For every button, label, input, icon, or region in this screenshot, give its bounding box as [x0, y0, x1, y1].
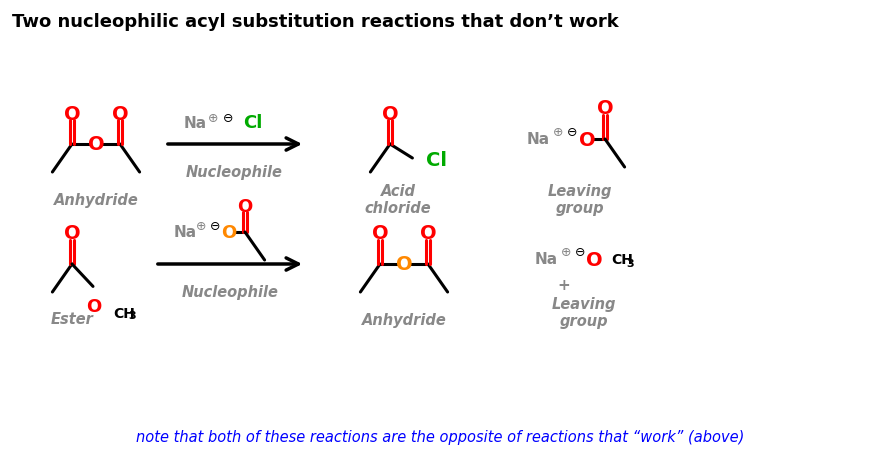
Text: ⊕: ⊕: [195, 220, 206, 233]
Text: O: O: [586, 250, 602, 269]
Text: O: O: [63, 224, 80, 243]
Text: O: O: [63, 104, 80, 123]
Text: Na: Na: [183, 115, 207, 130]
Text: ⊖: ⊖: [223, 111, 233, 124]
Text: CH: CH: [113, 307, 135, 321]
Text: 3: 3: [626, 258, 634, 269]
Text: O: O: [420, 224, 436, 243]
Text: O: O: [222, 224, 237, 241]
Text: Ester: Ester: [50, 312, 93, 327]
Text: Nucleophile: Nucleophile: [186, 165, 282, 180]
Text: Anhydride: Anhydride: [362, 312, 446, 327]
Text: CH: CH: [611, 252, 633, 266]
Text: 3: 3: [128, 311, 136, 321]
Text: O: O: [597, 99, 613, 118]
Text: Na: Na: [527, 132, 550, 147]
Text: ⊖: ⊖: [209, 220, 220, 233]
Text: ⊕: ⊕: [553, 126, 563, 139]
Text: Na: Na: [535, 252, 558, 267]
Text: O: O: [112, 104, 128, 123]
Text: O: O: [396, 255, 413, 274]
Text: Leaving
group: Leaving group: [552, 296, 616, 329]
Text: Cl: Cl: [427, 151, 447, 170]
Text: Cl: Cl: [243, 114, 263, 132]
Text: O: O: [238, 197, 253, 216]
Text: Anhydride: Anhydride: [54, 192, 138, 207]
Text: O: O: [371, 224, 388, 243]
Text: O: O: [86, 298, 101, 316]
Text: Leaving
group: Leaving group: [547, 184, 612, 216]
Text: Acid
chloride: Acid chloride: [364, 184, 431, 216]
Text: ⊖: ⊖: [575, 246, 585, 259]
Text: ⊖: ⊖: [567, 126, 577, 139]
Text: O: O: [382, 104, 399, 123]
Text: Na: Na: [173, 225, 196, 240]
Text: +: +: [558, 277, 570, 292]
Text: note that both of these reactions are the opposite of reactions that “work” (abo: note that both of these reactions are th…: [136, 429, 744, 444]
Text: ⊕: ⊕: [561, 246, 571, 259]
Text: ⊕: ⊕: [208, 111, 218, 124]
Text: Nucleophile: Nucleophile: [181, 285, 278, 300]
Text: Two nucleophilic acyl substitution reactions that don’t work: Two nucleophilic acyl substitution react…: [12, 13, 619, 31]
Text: O: O: [579, 130, 595, 149]
Text: O: O: [88, 135, 105, 154]
